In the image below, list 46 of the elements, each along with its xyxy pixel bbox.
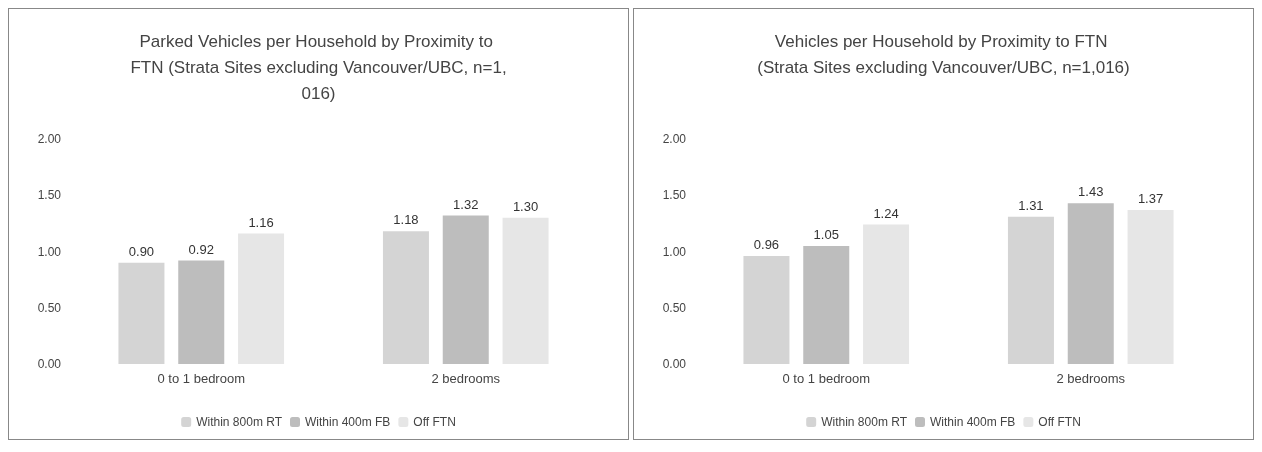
bar	[1127, 209, 1174, 364]
y-tick-label: 1.00	[662, 244, 687, 259]
bar	[863, 224, 910, 364]
bar	[1067, 203, 1114, 364]
y-tick-label: 0.00	[37, 357, 62, 371]
bar	[238, 233, 285, 364]
data-label: 1.30	[512, 198, 539, 214]
y-tick-label: 1.50	[662, 188, 687, 203]
bar	[1007, 216, 1054, 364]
data-label: 1.24	[873, 205, 899, 221]
x-tick-label: 2 bedrooms	[1056, 371, 1126, 386]
y-tick-label: 2.00	[662, 132, 687, 146]
legend-label: Off FTN	[1038, 415, 1081, 429]
x-tick-label: 0 to 1 bedroom	[782, 371, 870, 386]
data-label: 1.32	[453, 196, 479, 212]
data-label: 1.18	[393, 212, 419, 228]
data-label: 1.31	[1018, 197, 1044, 213]
bar	[382, 231, 429, 364]
x-tick-label: 0 to 1 bedroom	[157, 371, 245, 386]
y-tick-label: 0.50	[662, 300, 687, 315]
y-tick-label: 0.50	[37, 300, 62, 315]
bar	[502, 217, 549, 364]
y-tick-label: 1.00	[37, 244, 62, 259]
legend-label: Within 800m RT	[196, 415, 283, 429]
bar	[803, 245, 850, 364]
data-label: 0.96	[753, 237, 780, 252]
chart-title: Vehicles per Household by Proximity to FTN (Strata Sites excluding Vancouver/UBC, n=1,016)	[757, 31, 1130, 77]
legend-label: Within 800m RT	[821, 415, 908, 429]
legend-label: Within 400m FB	[305, 415, 391, 429]
y-tick-label: 0.00	[662, 357, 687, 371]
bar	[442, 215, 489, 364]
y-tick-label: 1.50	[37, 188, 62, 203]
bar	[118, 262, 165, 364]
x-tick-label: 2 bedrooms	[431, 371, 501, 386]
legend-label: Off FTN	[413, 415, 456, 429]
bar	[743, 256, 790, 364]
data-label: 0.90	[128, 243, 155, 259]
data-label: 1.43	[1078, 184, 1104, 200]
bar	[178, 260, 225, 364]
y-tick-label: 2.00	[37, 132, 62, 146]
data-label: 1.05	[813, 226, 839, 242]
chart-title: Parked Vehicles per Household by Proximity to FTN (Strata Sites excluding Vancouver/UBC, n=1,016)	[130, 31, 507, 103]
data-label: 0.92	[188, 241, 214, 257]
data-label: 1.37	[1137, 190, 1164, 206]
data-label: 1.16	[248, 214, 274, 230]
legend-label: Within 400m FB	[930, 415, 1016, 429]
